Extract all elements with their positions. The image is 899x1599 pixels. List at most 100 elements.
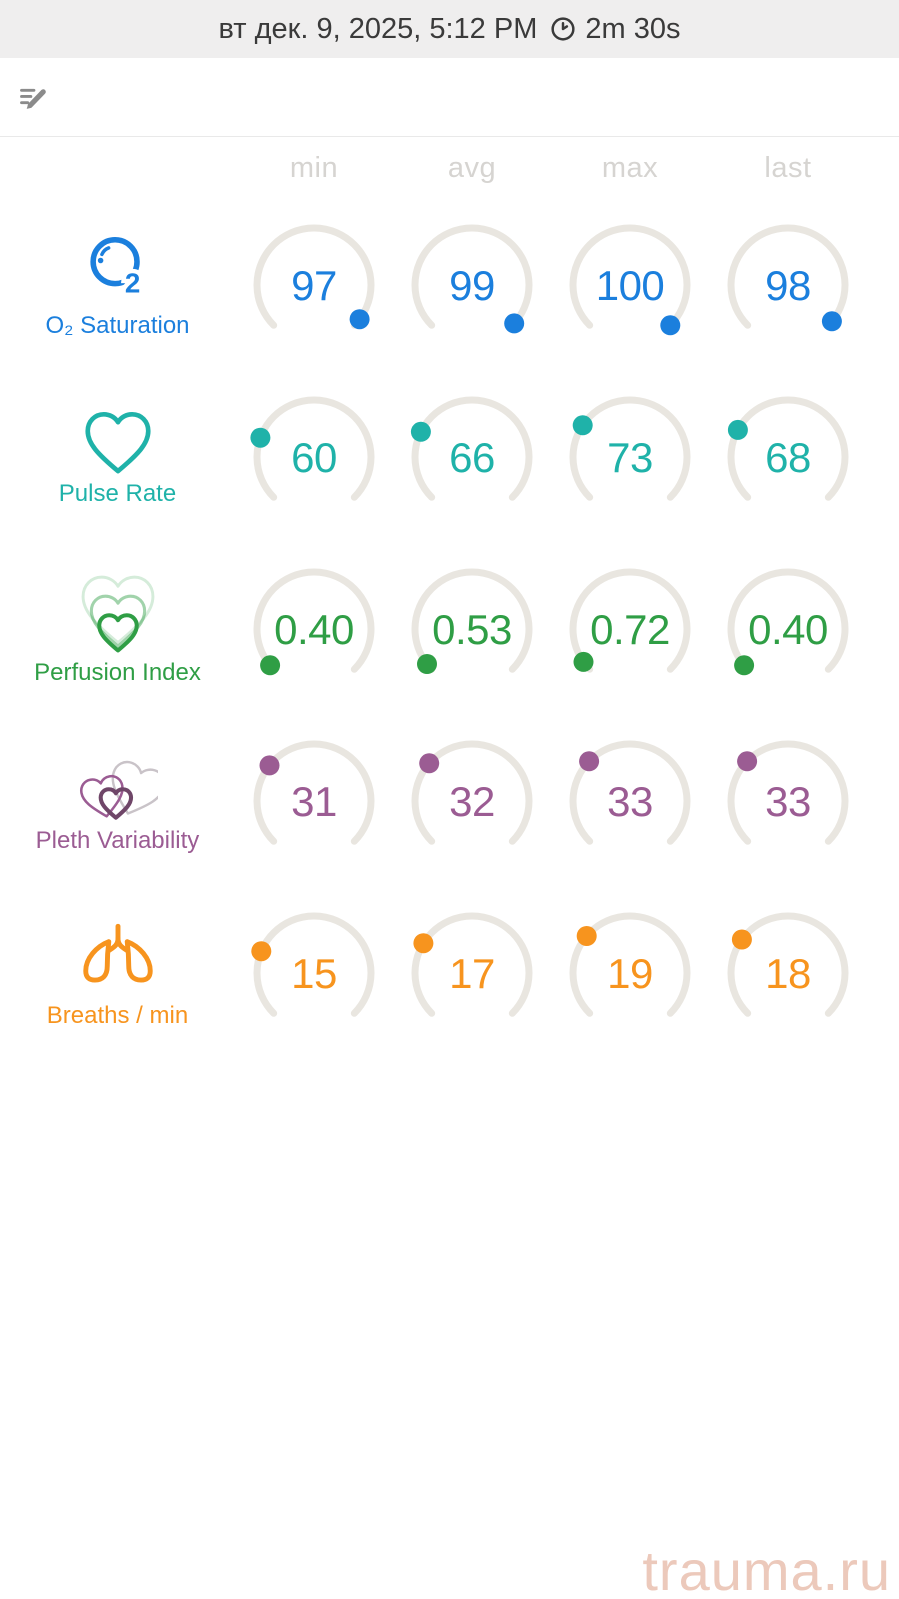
gauge-value: 33 bbox=[765, 778, 811, 825]
clock-icon bbox=[549, 15, 577, 43]
gauge-dot bbox=[579, 751, 600, 772]
gauge-value: 18 bbox=[765, 950, 811, 997]
gauge-track bbox=[727, 396, 849, 501]
metric-label: Pulse Rate bbox=[58, 479, 177, 507]
heart-icon bbox=[82, 407, 154, 475]
gauge-track bbox=[727, 740, 849, 845]
gauge-track bbox=[253, 396, 375, 501]
gauge-o2-min: 97 bbox=[253, 224, 375, 330]
header-duration: 2m 30s bbox=[585, 12, 681, 45]
gauge-dot bbox=[251, 941, 272, 962]
gauge-cell-breaths-avg: 17 bbox=[393, 887, 551, 1059]
metric-label-cell-o2: 2 O₂ Saturation bbox=[0, 199, 235, 371]
gauge-value: 33 bbox=[607, 778, 653, 825]
perfusion-hearts-icon bbox=[79, 572, 157, 654]
gauge-dot bbox=[259, 755, 280, 776]
edit-note-button[interactable] bbox=[14, 78, 58, 117]
gauge-track bbox=[411, 568, 533, 673]
gauge-cell-o2-max: 100 bbox=[551, 199, 709, 371]
gauge-value: 0.40 bbox=[748, 606, 828, 653]
gauge-cell-pulse-max: 73 bbox=[551, 371, 709, 543]
gauge-pulse-min: 60 bbox=[250, 396, 375, 501]
svg-text:2: 2 bbox=[124, 267, 139, 298]
gauge-breaths-max: 19 bbox=[569, 912, 691, 1017]
gauge-perfusion-last: 0.40 bbox=[727, 568, 849, 676]
gauge-value: 31 bbox=[291, 778, 337, 825]
gauge-dot bbox=[417, 654, 437, 674]
gauge-value: 19 bbox=[607, 950, 653, 997]
gauge-track bbox=[253, 568, 375, 673]
gauge-track bbox=[253, 224, 375, 329]
gauge-perfusion-min: 0.40 bbox=[253, 568, 375, 676]
gauge-cell-o2-min: 97 bbox=[235, 199, 393, 371]
gauge-value: 68 bbox=[765, 434, 811, 481]
metric-label: Breaths / min bbox=[46, 1001, 189, 1029]
gauge-value: 98 bbox=[765, 262, 811, 309]
gauge-value: 17 bbox=[449, 950, 495, 997]
gauge-value: 60 bbox=[291, 434, 337, 481]
gauge-cell-pleth-last: 33 bbox=[709, 715, 867, 887]
o2-bubble-icon: 2 bbox=[80, 231, 156, 307]
gauge-dot bbox=[737, 751, 758, 772]
gauge-dot bbox=[504, 313, 525, 334]
gauge-pulse-last: 68 bbox=[727, 396, 849, 501]
gauge-cell-perfusion-min: 0.40 bbox=[235, 543, 393, 715]
header-datetime: вт дек. 9, 2025, 5:12 PM bbox=[218, 12, 538, 45]
metric-label: O₂ Saturation bbox=[45, 311, 190, 339]
gauge-dot bbox=[250, 427, 271, 448]
gauge-track bbox=[727, 224, 849, 329]
gauge-value: 0.72 bbox=[590, 606, 670, 653]
gauge-value: 99 bbox=[449, 262, 495, 309]
gauge-perfusion-max: 0.72 bbox=[569, 568, 691, 673]
gauge-value: 66 bbox=[449, 434, 495, 481]
gauge-track bbox=[569, 912, 691, 1017]
gauge-value: 0.53 bbox=[432, 606, 512, 653]
metric-label-cell-perfusion: Perfusion Index bbox=[0, 543, 235, 715]
metric-label-cell-breaths: Breaths / min bbox=[0, 887, 235, 1059]
column-header-avg: avg bbox=[447, 151, 497, 184]
gauge-track bbox=[411, 740, 533, 845]
gauge-cell-pulse-last: 68 bbox=[709, 371, 867, 543]
gauge-cell-perfusion-last: 0.40 bbox=[709, 543, 867, 715]
gauge-breaths-last: 18 bbox=[727, 912, 849, 1017]
gauge-cell-breaths-last: 18 bbox=[709, 887, 867, 1059]
gauge-cell-o2-last: 98 bbox=[709, 199, 867, 371]
gauge-pulse-avg: 66 bbox=[410, 396, 533, 501]
gauge-value: 97 bbox=[291, 262, 337, 309]
gauge-breaths-avg: 17 bbox=[411, 912, 533, 1017]
metric-label-cell-pulse: Pulse Rate bbox=[0, 371, 235, 543]
gauge-value: 100 bbox=[596, 262, 665, 309]
gauge-value: 32 bbox=[449, 778, 495, 825]
gauge-track bbox=[411, 396, 533, 501]
gauge-value: 0.40 bbox=[274, 606, 354, 653]
metrics-grid: min avg max last 2 O₂ Saturation 97 99 100 … bbox=[0, 137, 899, 1059]
corner-spacer bbox=[0, 137, 235, 199]
gauge-pleth-max: 33 bbox=[569, 740, 691, 845]
gauge-value: 73 bbox=[607, 434, 653, 481]
gauge-cell-breaths-min: 15 bbox=[235, 887, 393, 1059]
gauge-track bbox=[727, 912, 849, 1017]
gauge-dot bbox=[349, 309, 370, 330]
gauge-dot bbox=[410, 421, 431, 442]
gauge-o2-max: 100 bbox=[569, 224, 691, 336]
gauge-breaths-min: 15 bbox=[251, 912, 375, 1017]
metric-label: Perfusion Index bbox=[34, 658, 201, 686]
column-header-last: last bbox=[764, 151, 812, 184]
gauge-dot bbox=[576, 926, 597, 946]
gauge-track bbox=[569, 396, 691, 501]
lungs-icon bbox=[75, 917, 161, 997]
gauge-track bbox=[569, 740, 691, 845]
gauge-cell-breaths-max: 19 bbox=[551, 887, 709, 1059]
gauge-o2-avg: 99 bbox=[411, 224, 533, 334]
toolbar bbox=[0, 58, 899, 137]
gauge-track bbox=[253, 740, 375, 845]
gauge-dot bbox=[727, 419, 748, 440]
pleth-hearts-icon bbox=[78, 748, 166, 822]
gauge-cell-pleth-avg: 32 bbox=[393, 715, 551, 887]
gauge-dot bbox=[260, 655, 281, 676]
gauge-o2-last: 98 bbox=[727, 224, 849, 332]
gauge-cell-perfusion-avg: 0.53 bbox=[393, 543, 551, 715]
gauge-dot bbox=[731, 929, 752, 950]
gauge-pleth-last: 33 bbox=[727, 740, 849, 845]
